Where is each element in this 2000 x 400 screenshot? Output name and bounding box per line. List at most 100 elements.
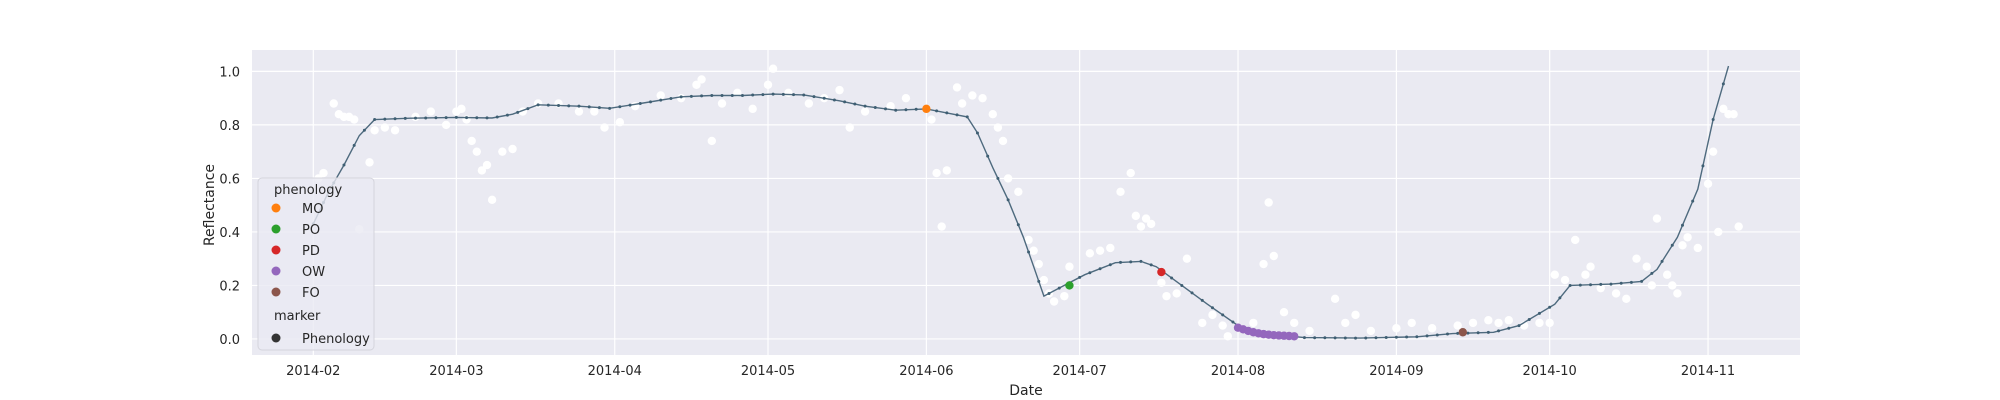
observed-point	[426, 107, 436, 116]
observed-point	[1259, 259, 1268, 269]
fitted-sample-marker	[648, 100, 652, 104]
fitted-sample-marker	[1200, 298, 1204, 302]
observed-point	[968, 91, 977, 100]
fitted-sample-marker	[1629, 280, 1633, 284]
fitted-sample-marker	[1486, 330, 1490, 334]
fitted-sample-marker	[986, 154, 990, 158]
fitted-sample-marker	[1231, 320, 1235, 324]
x-tick-label: 2014-08	[1211, 364, 1265, 379]
fitted-curve-line	[312, 65, 1730, 339]
y-tick-label: 0.0	[219, 333, 240, 348]
legend-swatch-mo	[271, 203, 281, 213]
fitted-sample-marker	[1119, 260, 1123, 264]
observed-point	[1249, 318, 1258, 328]
fitted-sample-marker	[1078, 275, 1082, 279]
fitted-sample-marker	[1619, 281, 1623, 285]
fitted-sample-marker	[352, 143, 356, 147]
fitted-sample-marker	[1701, 164, 1705, 168]
observed-point	[467, 136, 476, 146]
y-axis: 0.0 0.2 0.4 0.6 0.8 1.0	[219, 65, 240, 348]
fitted-sample-marker	[403, 116, 407, 120]
fitted-sample-marker	[1323, 336, 1327, 340]
fitted-sample-marker	[781, 92, 785, 96]
fitted-sample-marker	[536, 103, 540, 107]
observed-point	[1106, 243, 1115, 253]
observed-point	[1535, 318, 1544, 328]
fitted-sample-marker	[475, 116, 479, 120]
observed-point	[748, 104, 757, 114]
fitted-sample-marker	[485, 116, 489, 120]
fitted-sample-marker	[516, 110, 520, 114]
observed-point	[370, 126, 379, 135]
observed-point	[1581, 270, 1590, 279]
legend-label-po: PO	[302, 223, 320, 238]
fitted-sample-marker	[454, 115, 458, 119]
observed-point	[988, 110, 997, 119]
fitted-sample-marker	[955, 113, 959, 117]
observed-point	[707, 136, 717, 146]
observed-point	[1693, 243, 1703, 253]
observed-point	[1647, 281, 1657, 290]
legend-swatch-pd	[271, 245, 281, 255]
observed-point	[1678, 241, 1687, 250]
fitted-sample-marker	[577, 104, 581, 108]
legend-label-fo: FO	[302, 286, 320, 301]
observed-point	[508, 144, 517, 154]
observed-point	[1305, 326, 1314, 336]
observed-point	[1550, 270, 1559, 279]
phenology-point-pd	[1157, 267, 1166, 277]
fitted-sample-marker	[444, 116, 448, 120]
y-tick-label: 0.8	[219, 119, 240, 134]
observed-point	[1279, 307, 1289, 317]
observed-point	[1157, 278, 1166, 287]
phenology-point-po	[1065, 281, 1074, 290]
fitted-sample-marker	[853, 102, 857, 106]
fitted-sample-marker	[1711, 118, 1715, 122]
legend-label-mo: MO	[302, 202, 323, 217]
fitted-sample-marker	[1680, 223, 1684, 227]
fitted-curve	[311, 65, 1730, 340]
observed-point	[1126, 168, 1135, 178]
observed-point	[498, 147, 507, 156]
observed-point	[957, 99, 967, 108]
fitted-sample-marker	[1037, 279, 1041, 283]
y-axis-title: Reflectance	[202, 164, 218, 246]
fitted-sample-marker	[1650, 271, 1654, 275]
observed-point	[1330, 294, 1340, 304]
legend-label-pd: PD	[302, 244, 320, 259]
observed-point	[487, 195, 497, 205]
observed-point	[1366, 326, 1376, 336]
fitted-sample-marker	[884, 107, 888, 111]
fitted-sample-marker	[1302, 336, 1306, 340]
observed-point	[692, 80, 701, 89]
observed-point	[1468, 318, 1478, 328]
observed-point	[1039, 275, 1049, 285]
fitted-sample-marker	[1016, 223, 1020, 227]
observed-point	[574, 107, 584, 116]
observed-point	[1673, 289, 1682, 298]
observed-point	[615, 118, 625, 127]
x-tick-label: 2014-05	[741, 364, 795, 379]
observed-point	[1198, 318, 1207, 328]
observed-point	[1734, 222, 1743, 231]
observed-point	[1208, 310, 1217, 320]
fitted-sample-marker	[1333, 336, 1337, 340]
x-tick-label: 2014-02	[286, 364, 340, 379]
legend-hue-title: phenology	[274, 183, 342, 198]
observed-point	[932, 168, 941, 178]
fitted-sample-marker	[597, 106, 601, 110]
observed-point	[482, 160, 492, 170]
x-tick-label: 2014-03	[429, 364, 483, 379]
fitted-sample-marker	[1497, 329, 1501, 333]
fitted-sample-marker	[1517, 324, 1521, 328]
observed-point	[784, 88, 793, 98]
phenology-point-mo	[922, 104, 931, 114]
fitted-sample-marker	[904, 108, 908, 112]
observed-point	[978, 93, 987, 103]
fitted-sample-marker	[1558, 296, 1562, 300]
fitted-sample-marker	[1354, 336, 1358, 340]
fitted-sample-marker	[342, 163, 346, 167]
y-tick-label: 1.0	[219, 65, 240, 80]
fitted-sample-marker	[1609, 282, 1613, 286]
observed-point	[1545, 318, 1554, 328]
